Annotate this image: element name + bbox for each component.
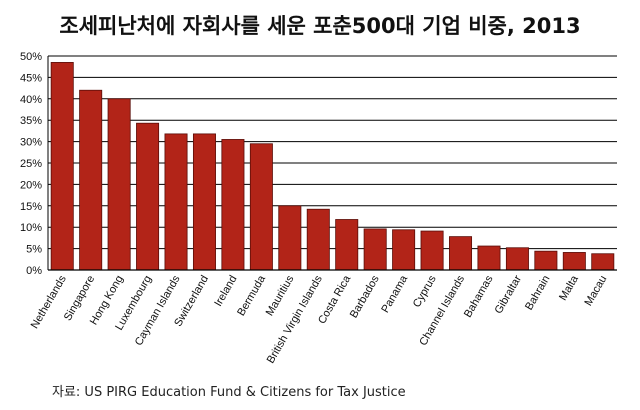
bar-luxembourg [136, 122, 160, 271]
y-tick-label: 25% [20, 158, 42, 170]
bar-mauritius [278, 205, 302, 271]
y-tick-label: 30% [20, 137, 42, 149]
y-tick-label: 0% [26, 265, 42, 277]
bar-panama [392, 229, 416, 271]
y-tick-label: 5% [26, 244, 42, 256]
bar-bermuda [249, 143, 273, 271]
bar-bahamas [477, 245, 501, 271]
bar-switzerland [192, 133, 216, 271]
bar-cyprus [420, 230, 444, 271]
bar-bahrain [534, 250, 558, 271]
source-note: 자료: US PIRG Education Fund & Citizens fo… [52, 385, 406, 400]
x-tick-label: Barbados [348, 273, 382, 320]
x-tick-label: Cyprus [411, 273, 439, 310]
x-tick-label: Macau [582, 274, 609, 309]
bar-gibraltar [505, 247, 529, 271]
bar-cayman-islands [164, 133, 188, 271]
bar-costa-rica [335, 219, 359, 271]
x-tick-label: Malta [557, 273, 581, 303]
y-tick-label: 35% [20, 115, 42, 127]
y-tick-label: 10% [20, 222, 42, 234]
bar-hong-kong [107, 98, 131, 271]
x-tick-label: Panama [379, 273, 410, 315]
y-tick-label: 15% [20, 201, 42, 213]
x-tick-label: Bahamas [462, 273, 496, 320]
bar-channel-islands [449, 236, 473, 271]
x-tick-label: Ireland [212, 274, 239, 309]
y-tick-label: 40% [20, 94, 42, 106]
y-tick-label: 45% [20, 72, 42, 84]
y-tick-label: 50% [20, 51, 42, 63]
x-tick-label: Netherlands [29, 273, 69, 331]
bar-macau [591, 253, 615, 271]
y-tick-label: 20% [20, 179, 42, 191]
chart-title: 조세피난처에 자회사를 세운 포춘500대 기업 비중, 2013 [59, 14, 581, 38]
x-tick-label: Bahrain [523, 274, 552, 313]
x-tick-label: Gibraltar [493, 273, 525, 316]
bar-barbados [363, 228, 387, 271]
bar-malta [562, 252, 586, 271]
bar-british-virgin-islands [306, 208, 330, 271]
bar-singapore [79, 89, 103, 271]
bar-ireland [221, 139, 245, 271]
bar-netherlands [50, 62, 74, 271]
